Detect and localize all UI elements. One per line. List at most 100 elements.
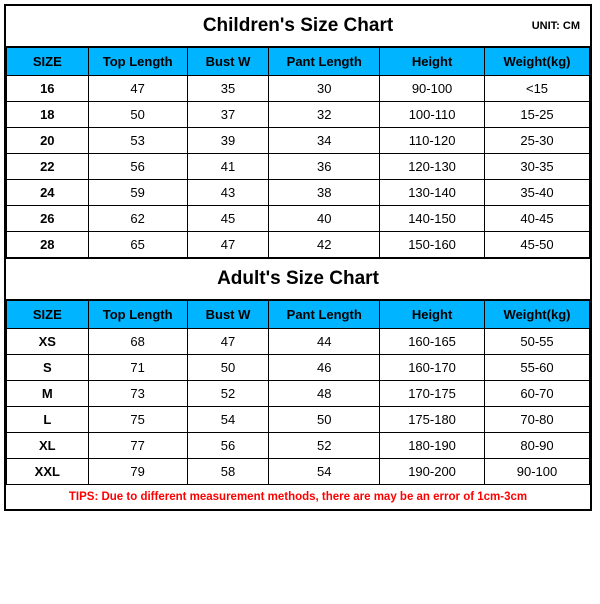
adult-cell: 56 — [187, 433, 269, 459]
col-weight: Weight(kg) — [485, 48, 590, 76]
adult-cell: 90-100 — [485, 459, 590, 485]
col-weight: Weight(kg) — [485, 301, 590, 329]
children-cell: 35-40 — [485, 180, 590, 206]
col-pant-length: Pant Length — [269, 301, 380, 329]
children-cell: 150-160 — [380, 232, 485, 258]
adult-cell: 71 — [88, 355, 187, 381]
children-cell: 130-140 — [380, 180, 485, 206]
children-cell: 120-130 — [380, 154, 485, 180]
children-cell: 28 — [7, 232, 89, 258]
children-cell: 45 — [187, 206, 269, 232]
children-row: 28654742150-16045-50 — [7, 232, 590, 258]
children-cell: 47 — [187, 232, 269, 258]
children-cell: 50 — [88, 102, 187, 128]
adult-cell: 73 — [88, 381, 187, 407]
adult-cell: 47 — [187, 329, 269, 355]
children-cell: 65 — [88, 232, 187, 258]
adult-cell: S — [7, 355, 89, 381]
adult-cell: 68 — [88, 329, 187, 355]
col-size: SIZE — [7, 48, 89, 76]
adult-row: S715046160-17055-60 — [7, 355, 590, 381]
children-header-row: SIZE Top Length Bust W Pant Length Heigh… — [7, 48, 590, 76]
tips-note: TIPS: Due to different measurement metho… — [6, 485, 590, 509]
children-cell: 45-50 — [485, 232, 590, 258]
children-row: 24594338130-14035-40 — [7, 180, 590, 206]
children-cell: 24 — [7, 180, 89, 206]
adult-cell: 160-165 — [380, 329, 485, 355]
children-cell: 59 — [88, 180, 187, 206]
adult-cell: 180-190 — [380, 433, 485, 459]
children-cell: 35 — [187, 76, 269, 102]
children-cell: 53 — [88, 128, 187, 154]
adult-cell: L — [7, 407, 89, 433]
children-cell: 56 — [88, 154, 187, 180]
adult-cell: 60-70 — [485, 381, 590, 407]
adult-row: XL775652180-19080-90 — [7, 433, 590, 459]
children-cell: 34 — [269, 128, 380, 154]
children-cell: 32 — [269, 102, 380, 128]
adult-cell: 55-60 — [485, 355, 590, 381]
children-cell: 36 — [269, 154, 380, 180]
adult-cell: 52 — [269, 433, 380, 459]
col-pant-length: Pant Length — [269, 48, 380, 76]
children-cell: 62 — [88, 206, 187, 232]
adult-row: XS684744160-16550-55 — [7, 329, 590, 355]
children-cell: 40-45 — [485, 206, 590, 232]
adult-cell: 170-175 — [380, 381, 485, 407]
adult-cell: XXL — [7, 459, 89, 485]
adult-cell: 80-90 — [485, 433, 590, 459]
unit-label: UNIT: CM — [532, 20, 580, 32]
children-cell: <15 — [485, 76, 590, 102]
children-row: 26624540140-15040-45 — [7, 206, 590, 232]
col-top-length: Top Length — [88, 48, 187, 76]
adult-size-table: SIZE Top Length Bust W Pant Length Heigh… — [6, 300, 590, 485]
adult-cell: M — [7, 381, 89, 407]
adult-cell: XL — [7, 433, 89, 459]
children-row: 1647353090-100<15 — [7, 76, 590, 102]
adult-cell: XS — [7, 329, 89, 355]
col-bust-w: Bust W — [187, 48, 269, 76]
children-cell: 43 — [187, 180, 269, 206]
adult-cell: 79 — [88, 459, 187, 485]
adult-cell: 52 — [187, 381, 269, 407]
children-cell: 100-110 — [380, 102, 485, 128]
children-cell: 30-35 — [485, 154, 590, 180]
children-row: 18503732100-11015-25 — [7, 102, 590, 128]
children-cell: 25-30 — [485, 128, 590, 154]
adult-title-row: Adult's Size Chart — [6, 258, 590, 300]
col-top-length: Top Length — [88, 301, 187, 329]
children-cell: 20 — [7, 128, 89, 154]
children-size-table: SIZE Top Length Bust W Pant Length Heigh… — [6, 47, 590, 258]
children-cell: 140-150 — [380, 206, 485, 232]
adult-cell: 75 — [88, 407, 187, 433]
col-bust-w: Bust W — [187, 301, 269, 329]
adult-cell: 58 — [187, 459, 269, 485]
children-cell: 110-120 — [380, 128, 485, 154]
children-row: 22564136120-13030-35 — [7, 154, 590, 180]
adult-cell: 46 — [269, 355, 380, 381]
adult-cell: 44 — [269, 329, 380, 355]
children-title: Children's Size Chart — [6, 15, 590, 37]
adult-cell: 70-80 — [485, 407, 590, 433]
adult-cell: 54 — [187, 407, 269, 433]
children-cell: 16 — [7, 76, 89, 102]
adult-cell: 160-170 — [380, 355, 485, 381]
children-cell: 39 — [187, 128, 269, 154]
children-cell: 15-25 — [485, 102, 590, 128]
children-cell: 47 — [88, 76, 187, 102]
col-height: Height — [380, 48, 485, 76]
adult-cell: 48 — [269, 381, 380, 407]
adult-row: XXL795854190-20090-100 — [7, 459, 590, 485]
children-row: 20533934110-12025-30 — [7, 128, 590, 154]
children-cell: 42 — [269, 232, 380, 258]
adult-title: Adult's Size Chart — [6, 268, 590, 290]
adult-cell: 54 — [269, 459, 380, 485]
adult-cell: 50 — [269, 407, 380, 433]
adult-cell: 77 — [88, 433, 187, 459]
col-size: SIZE — [7, 301, 89, 329]
adult-cell: 190-200 — [380, 459, 485, 485]
children-cell: 90-100 — [380, 76, 485, 102]
adult-cell: 50 — [187, 355, 269, 381]
col-height: Height — [380, 301, 485, 329]
children-title-row: Children's Size Chart UNIT: CM — [6, 6, 590, 47]
